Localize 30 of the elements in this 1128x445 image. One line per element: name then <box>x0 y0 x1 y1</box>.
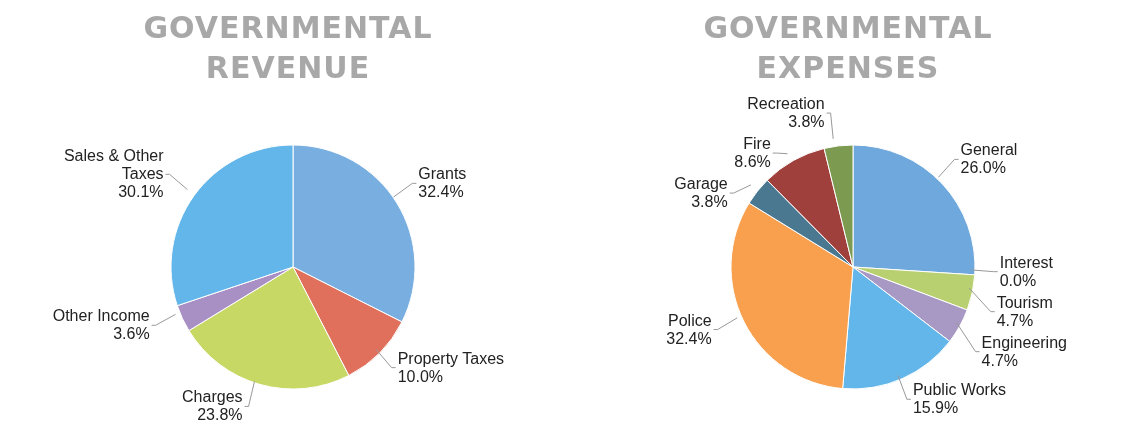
slice-label: Garage <box>674 175 728 193</box>
data-label: 32.4% <box>666 329 712 347</box>
chart-title: GOVERNMENTAL REVENUE <box>142 9 434 87</box>
legend-label: Interest <box>999 253 1054 271</box>
data-label: 4.7% <box>996 311 1034 329</box>
slice-label: General <box>960 141 1018 159</box>
slice-label: Property Taxes <box>397 349 505 367</box>
data-label: 26.0% <box>960 159 1006 177</box>
slice-label: Recreation <box>747 95 825 113</box>
slice-label: Tourism <box>996 293 1053 311</box>
data-label: 15.9% <box>912 399 959 417</box>
data-label: 8.6% <box>734 153 771 171</box>
data-label: 30.1% <box>118 183 164 201</box>
data-label: 23.8% <box>197 406 243 424</box>
slice-label: Other Income <box>52 307 150 325</box>
slice-label: Charges <box>182 388 243 406</box>
slice-label: Engineering <box>981 333 1067 351</box>
slice-label: Fire <box>743 135 771 153</box>
data-label: 3.8% <box>788 113 825 131</box>
slice-label: Grants <box>418 165 467 183</box>
text: 0.0% <box>999 271 1037 289</box>
data-label: 32.4% <box>418 183 464 201</box>
data-label: 4.7% <box>981 351 1019 369</box>
slice-label: Sales & Other Taxes <box>63 147 165 183</box>
slice-label: Public Works <box>912 381 1006 399</box>
slice-label: Police <box>668 311 712 329</box>
data-label: 10.0% <box>397 367 444 385</box>
data-label: 3.6% <box>113 325 150 343</box>
chart-title: GOVERNMENTAL EXPENSES <box>702 9 994 87</box>
data-label: 3.8% <box>691 193 728 211</box>
